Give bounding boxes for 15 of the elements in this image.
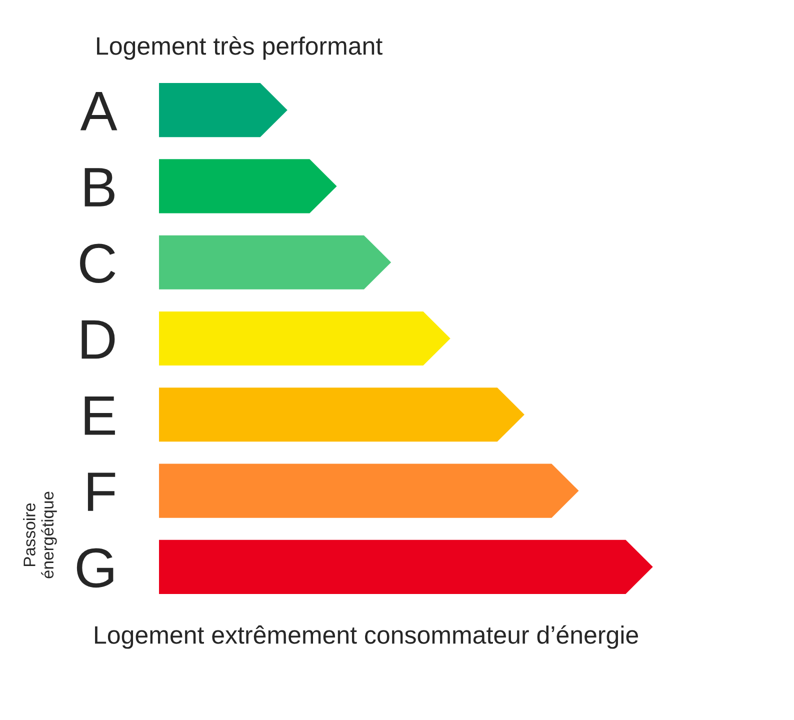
chart-title: Logement très performant <box>97 36 382 60</box>
y-tick-label: B <box>84 168 114 206</box>
y-tick-label: D <box>82 320 115 359</box>
y-tick-label: F <box>88 472 116 511</box>
bar <box>159 464 579 518</box>
bar <box>159 311 450 366</box>
bar <box>159 388 524 442</box>
bar <box>159 540 653 594</box>
y-tick-label: E <box>84 396 115 435</box>
y-tick-label: G <box>76 548 114 588</box>
text: Logement extrêmement consommateur d’énergie <box>95 625 638 649</box>
text: Passoire énergétique <box>23 492 57 578</box>
bar <box>159 235 392 290</box>
y-tick-label: C <box>80 244 116 284</box>
y-tick-label: A <box>80 92 118 130</box>
